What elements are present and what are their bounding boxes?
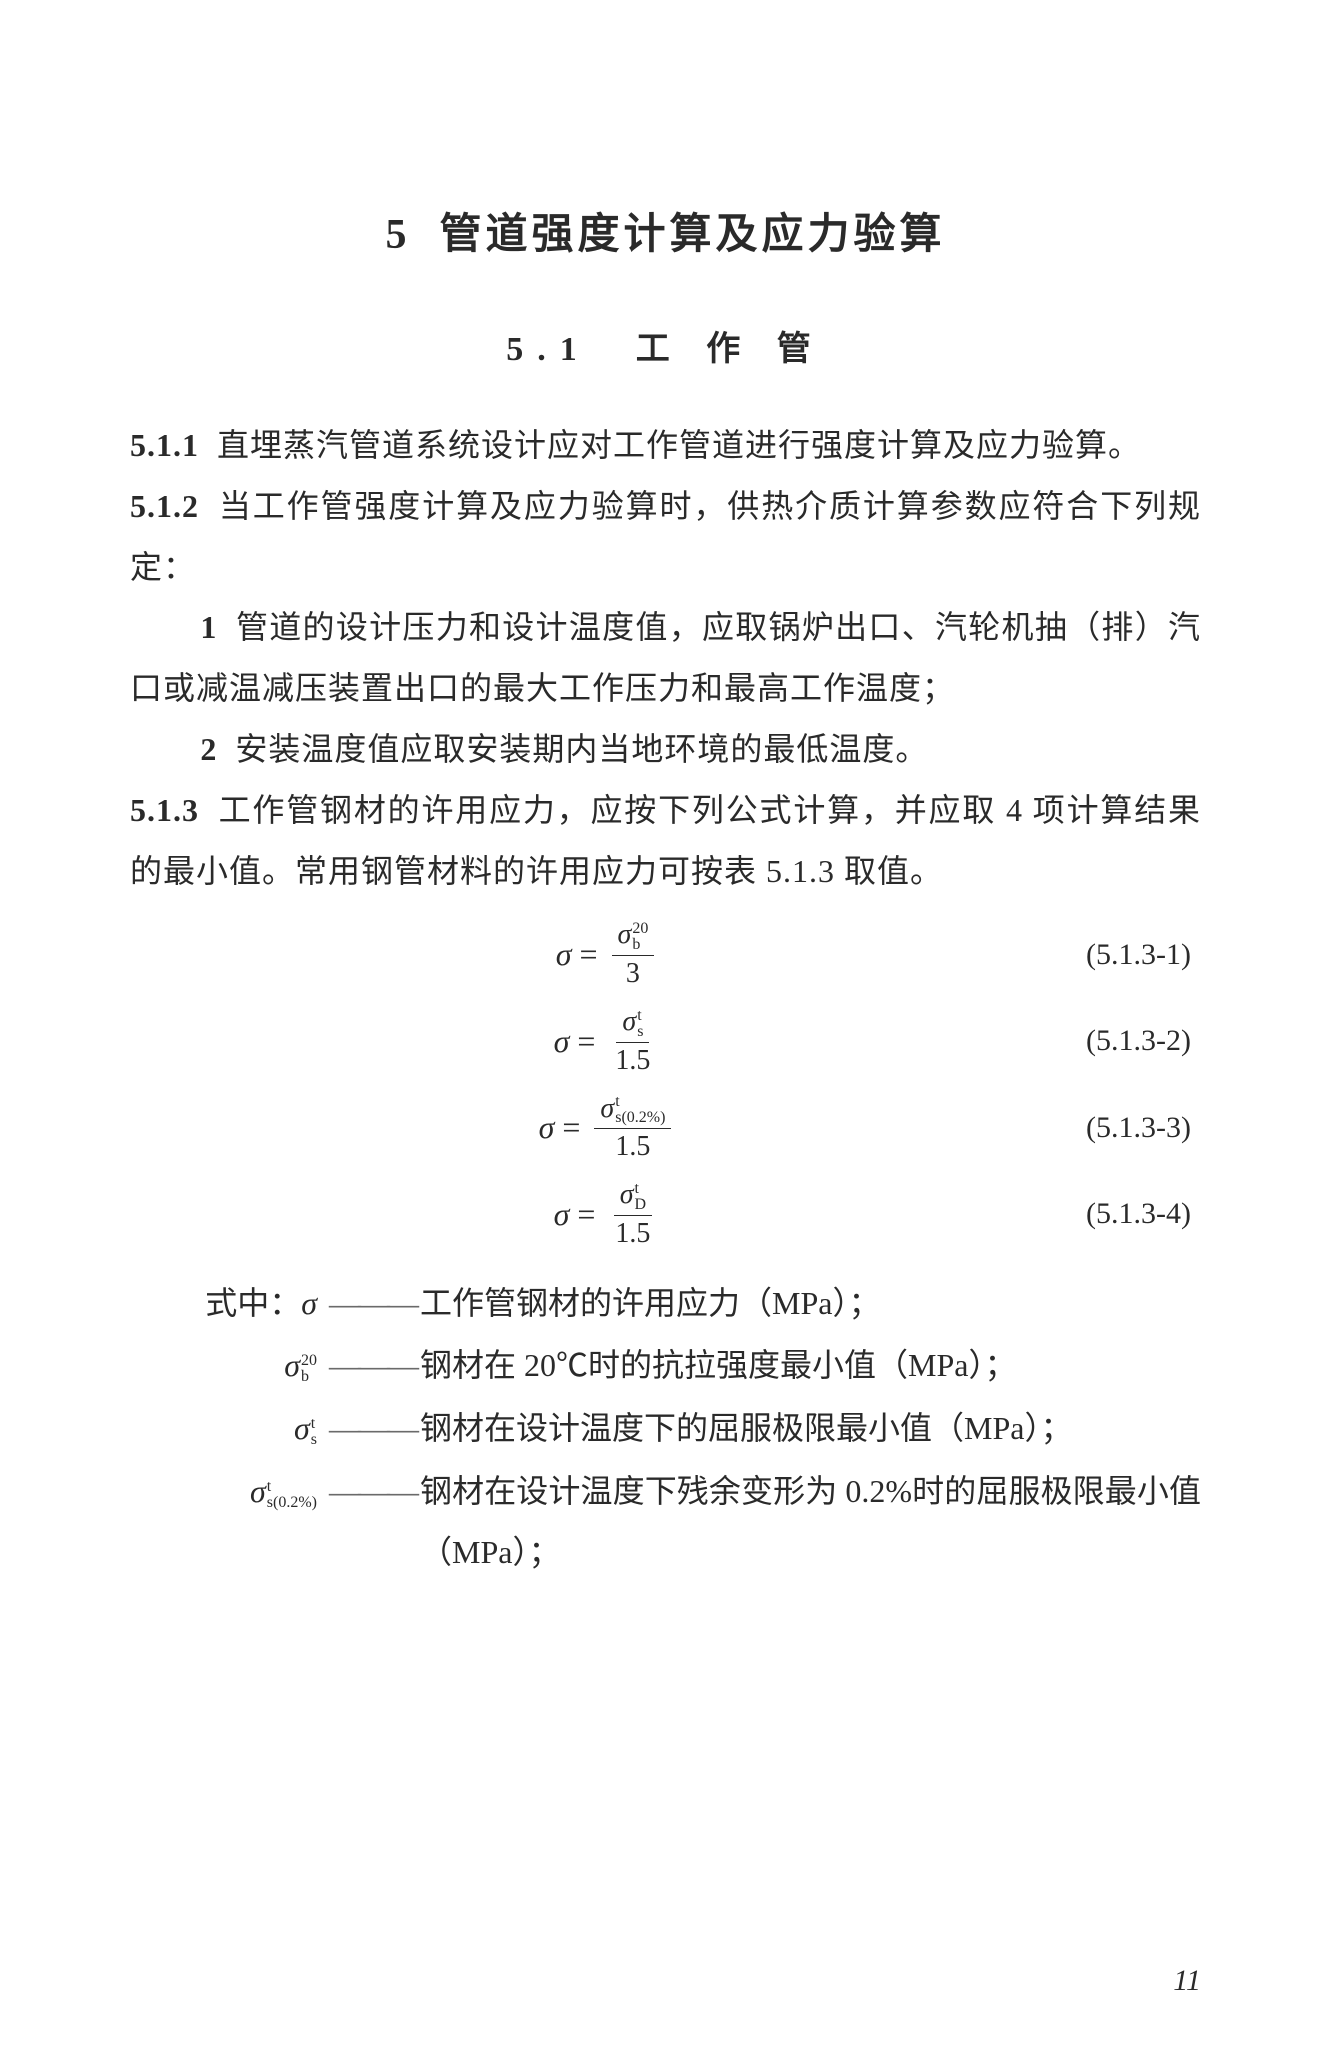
clause-text: 工作管钢材的许用应力，应按下列公式计算，并应取 4 项计算结果的最小值。常用钢管… <box>130 792 1201 889</box>
eq-num-symbol: σ <box>618 919 632 951</box>
chapter-number: 5 <box>385 212 410 258</box>
def-symbol: σts(0.2%) <box>130 1461 325 1522</box>
eq-superscript: 20 <box>632 921 648 937</box>
section-title-text: 工 作 管 <box>636 331 825 368</box>
definition-2: σ20b ——— 钢材在 20℃时的抗拉强度最小值（MPa）； <box>130 1335 1201 1396</box>
def-dash: ——— <box>325 1461 420 1522</box>
chapter-title: 5 管道强度计算及应力验算 <box>130 200 1201 261</box>
eq-denominator: 1.5 <box>609 1216 656 1250</box>
symbol-sup: 20 <box>301 1353 317 1369</box>
eq-denominator: 1.5 <box>609 1043 656 1077</box>
eq-subscript: D <box>635 1197 647 1213</box>
clause-512-item2: 2 安装温度值应取安装期内当地环境的最低温度。 <box>130 719 1201 780</box>
equation-label: (5.1.3-2) <box>1086 1024 1201 1058</box>
symbol-sigma: σ <box>250 1473 266 1509</box>
equation-1: σ = σ20b 3 (5.1.3-1) <box>130 911 1201 998</box>
def-symbol: σts <box>130 1398 325 1459</box>
item-text: 安装温度值应取安装期内当地环境的最低温度。 <box>235 731 928 767</box>
eq-lhs: σ <box>554 1196 570 1233</box>
equation-block: σ = σ20b 3 (5.1.3-1) σ = <box>130 911 1201 1257</box>
symbol-sub: s(0.2%) <box>267 1495 317 1511</box>
eq-subscript: s <box>637 1024 643 1040</box>
def-symbol: 式中：σ <box>130 1273 325 1334</box>
clause-number: 5.1.2 <box>130 488 199 524</box>
def-text: 工作管钢材的许用应力（MPa）； <box>420 1273 1201 1334</box>
eq-lhs: σ <box>554 1023 570 1060</box>
equation-label: (5.1.3-3) <box>1086 1111 1201 1145</box>
def-intro: 式中： <box>205 1285 301 1321</box>
eq-num-symbol: σ <box>600 1093 614 1125</box>
fraction: σts(0.2%) 1.5 <box>594 1093 671 1164</box>
fraction: σts 1.5 <box>609 1006 656 1077</box>
def-dash: ——— <box>325 1398 420 1459</box>
eq-lhs: σ <box>539 1109 555 1146</box>
definition-3: σts ——— 钢材在设计温度下的屈服极限最小值（MPa）； <box>130 1398 1201 1459</box>
symbol-sup: t <box>267 1479 317 1495</box>
item-text: 管道的设计压力和设计温度值，应取锅炉出口、汽轮机抽（排）汽口或减温减压装置出口的… <box>130 609 1201 706</box>
fraction: σtD 1.5 <box>609 1179 656 1250</box>
eq-superscript: t <box>615 1094 665 1110</box>
equation-formula: σ = σts(0.2%) 1.5 <box>130 1093 1086 1164</box>
definitions-block: 式中：σ ——— 工作管钢材的许用应力（MPa）； σ20b ——— 钢材在 2… <box>130 1273 1201 1583</box>
def-symbol: σ20b <box>130 1335 325 1396</box>
eq-subscript: s(0.2%) <box>615 1110 665 1126</box>
symbol-sigma: σ <box>284 1347 300 1383</box>
clause-text: 当工作管强度计算及应力验算时，供热介质计算参数应符合下列规定： <box>130 488 1201 585</box>
equation-label: (5.1.3-4) <box>1086 1197 1201 1231</box>
def-dash: ——— <box>325 1335 420 1396</box>
clause-511: 5.1.1 直埋蒸汽管道系统设计应对工作管道进行强度计算及应力验算。 <box>130 415 1201 476</box>
def-text: 钢材在设计温度下的屈服极限最小值（MPa）； <box>420 1398 1201 1459</box>
clause-512: 5.1.2 当工作管强度计算及应力验算时，供热介质计算参数应符合下列规定： <box>130 476 1201 598</box>
equation-2: σ = σts 1.5 (5.1.3-2) <box>130 998 1201 1085</box>
equation-3: σ = σts(0.2%) 1.5 (5.1.3-3) <box>130 1085 1201 1172</box>
fraction: σ20b 3 <box>612 919 655 990</box>
clause-513: 5.1.3 工作管钢材的许用应力，应按下列公式计算，并应取 4 项计算结果的最小… <box>130 780 1201 902</box>
symbol-sub: b <box>301 1369 317 1385</box>
eq-subscript: b <box>632 937 648 953</box>
eq-denominator: 1.5 <box>609 1129 656 1163</box>
def-dash: ——— <box>325 1273 420 1334</box>
section-number: 5.1 <box>506 331 591 368</box>
symbol-sup: t <box>311 1416 317 1432</box>
item-number: 2 <box>200 731 217 767</box>
eq-superscript: t <box>635 1181 647 1197</box>
clause-number: 5.1.3 <box>130 792 199 828</box>
item-number: 1 <box>200 609 217 645</box>
equation-4: σ = σtD 1.5 (5.1.3-4) <box>130 1171 1201 1258</box>
page-number: 11 <box>1173 1964 1201 1998</box>
clause-512-item1: 1 管道的设计压力和设计温度值，应取锅炉出口、汽轮机抽（排）汽口或减温减压装置出… <box>130 597 1201 719</box>
page: 5 管道强度计算及应力验算 5.1 工 作 管 5.1.1 直埋蒸汽管道系统设计… <box>130 200 1201 1583</box>
definition-4: σts(0.2%) ——— 钢材在设计温度下残余变形为 0.2%时的屈服极限最小… <box>130 1461 1201 1583</box>
clause-number: 5.1.1 <box>130 427 199 463</box>
eq-lhs: σ <box>556 936 572 973</box>
equation-label: (5.1.3-1) <box>1086 938 1201 972</box>
equation-formula: σ = σts 1.5 <box>130 1006 1086 1077</box>
def-text: 钢材在设计温度下残余变形为 0.2%时的屈服极限最小值（MPa）； <box>420 1461 1201 1583</box>
def-text: 钢材在 20℃时的抗拉强度最小值（MPa）； <box>420 1335 1201 1396</box>
clause-text: 直埋蒸汽管道系统设计应对工作管道进行强度计算及应力验算。 <box>217 427 1141 463</box>
chapter-title-text: 管道强度计算及应力验算 <box>439 212 945 258</box>
eq-num-symbol: σ <box>620 1179 634 1211</box>
eq-num-symbol: σ <box>622 1006 636 1038</box>
eq-superscript: t <box>637 1008 643 1024</box>
equation-formula: σ = σtD 1.5 <box>130 1179 1086 1250</box>
symbol-sigma: σ <box>294 1410 310 1446</box>
equation-formula: σ = σ20b 3 <box>130 919 1086 990</box>
eq-denominator: 3 <box>620 956 646 990</box>
definition-1: 式中：σ ——— 工作管钢材的许用应力（MPa）； <box>130 1273 1201 1334</box>
symbol-sub: s <box>311 1432 317 1448</box>
symbol-sigma: σ <box>301 1285 317 1321</box>
section-title: 5.1 工 作 管 <box>130 321 1201 370</box>
